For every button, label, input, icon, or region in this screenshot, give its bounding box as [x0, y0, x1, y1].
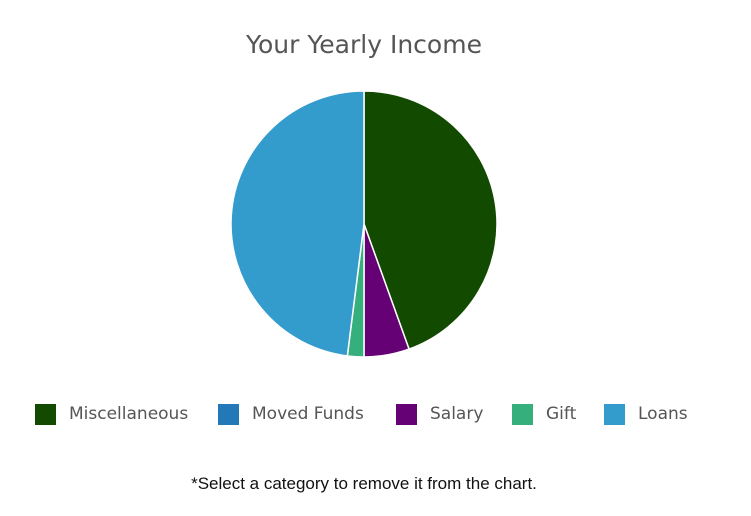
pie-slice-miscellaneous[interactable]	[363, 90, 498, 350]
legend-swatch-gift	[512, 403, 533, 425]
legend-item-gift[interactable]: Gift	[512, 400, 576, 428]
legend-label-loans: Loans	[638, 404, 688, 424]
legend: Miscellaneous Moved Funds Salary Gift Lo…	[0, 400, 728, 430]
legend-item-moved-funds[interactable]: Moved Funds	[218, 400, 364, 428]
legend-swatch-moved-funds	[218, 403, 239, 425]
legend-label-salary: Salary	[430, 404, 484, 424]
legend-label-moved-funds: Moved Funds	[252, 404, 364, 424]
legend-swatch-miscellaneous	[35, 403, 56, 425]
chart-title: Your Yearly Income	[246, 30, 482, 59]
legend-item-loans[interactable]: Loans	[604, 400, 688, 428]
legend-swatch-loans	[604, 403, 625, 425]
legend-label-miscellaneous: Miscellaneous	[69, 404, 189, 424]
legend-label-gift: Gift	[546, 404, 577, 424]
instruction-footnote: *Select a category to remove it from the…	[191, 474, 537, 493]
legend-swatch-salary	[396, 403, 417, 425]
legend-item-miscellaneous[interactable]: Miscellaneous	[35, 400, 188, 428]
pie-slice-loans[interactable]	[230, 90, 365, 357]
legend-item-salary[interactable]: Salary	[396, 400, 483, 428]
